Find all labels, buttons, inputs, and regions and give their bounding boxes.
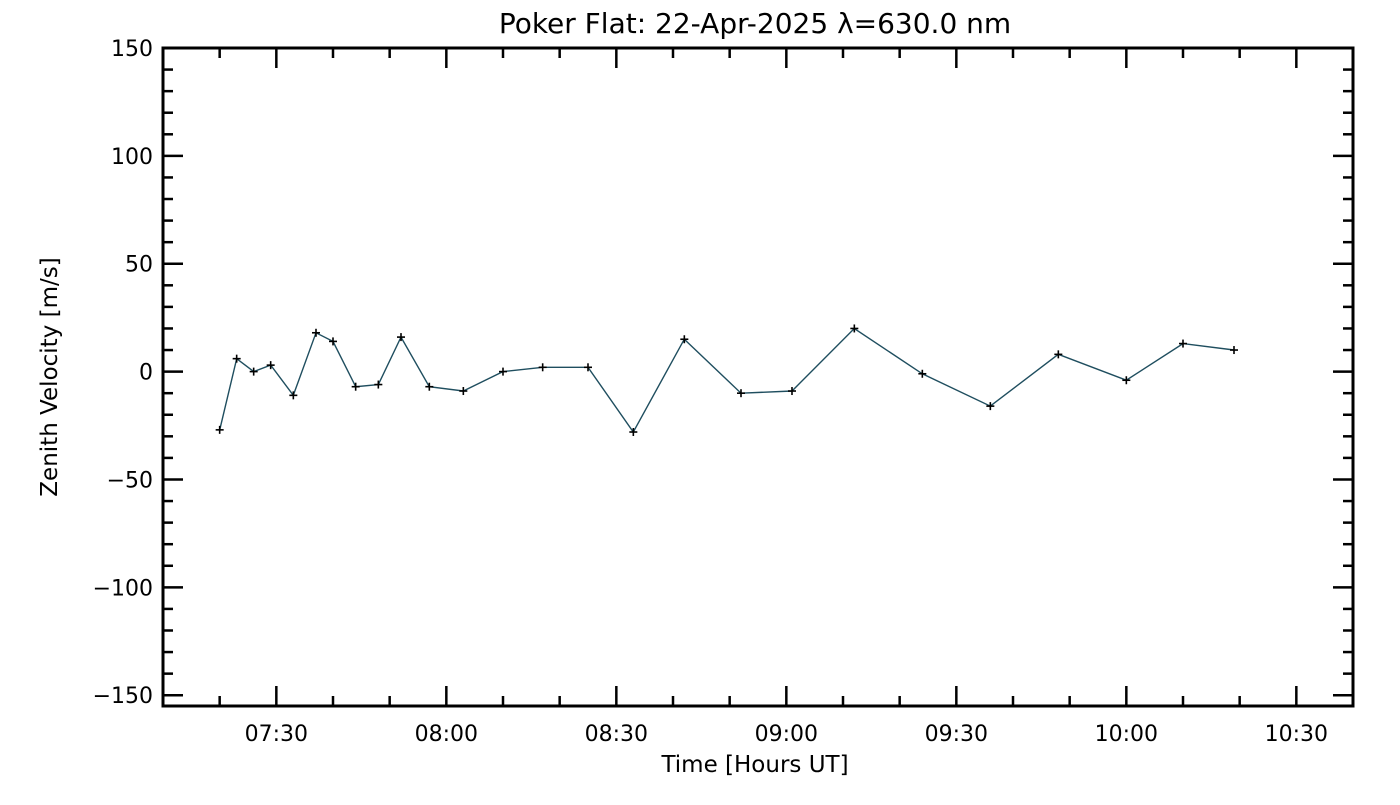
y-axis-label: Zenith Velocity [m/s] [37, 257, 63, 496]
data-point-marker [425, 382, 434, 391]
data-point-marker [459, 387, 468, 396]
data-point-marker [374, 380, 383, 389]
x-tick-label: 08:00 [415, 722, 478, 747]
data-point-marker [232, 354, 241, 363]
y-tick-label: 150 [111, 37, 153, 62]
data-point-marker [538, 363, 547, 372]
y-tick-label: 100 [111, 145, 153, 170]
data-point-marker [397, 333, 405, 342]
x-tick-label: 07:30 [245, 722, 308, 747]
chart-title: Poker Flat: 22-Apr-2025 λ=630.0 nm [499, 7, 1011, 40]
data-point-marker [1054, 350, 1063, 359]
y-tick-label: 50 [125, 253, 153, 278]
data-point-marker [1122, 376, 1131, 385]
x-tick-label: 10:30 [1265, 722, 1328, 747]
data-point-marker [249, 367, 258, 376]
data-point-marker [680, 335, 689, 344]
plot-frame [161, 46, 1355, 708]
x-tick-label: 09:00 [755, 722, 818, 747]
data-point-marker [215, 425, 224, 434]
data-point-marker [986, 402, 995, 411]
data-point-marker [312, 328, 320, 337]
data-point-marker [351, 382, 360, 391]
x-tick-label: 08:30 [585, 722, 648, 747]
data-point-marker [737, 389, 745, 398]
data-point-marker [918, 369, 927, 378]
x-axis-label: Time [Hours UT] [660, 752, 848, 778]
data-point-marker [329, 337, 337, 346]
series-line [219, 327, 1235, 434]
data-point-marker [850, 324, 859, 333]
data-point-marker [629, 428, 638, 437]
tick-labels-layer: 07:30 08:00 08:30 09:00 09:30 10:00 10:30 150 10… [93, 37, 1328, 747]
data-point-marker [788, 387, 796, 396]
y-tick-label: −100 [93, 576, 153, 601]
ticks-layer [161, 46, 1355, 706]
x-tick-label: 10:00 [1095, 722, 1158, 747]
data-point-marker [266, 361, 275, 370]
x-tick-label: 09:30 [925, 722, 988, 747]
y-tick-label: 0 [139, 361, 153, 386]
y-tick-label: −150 [93, 684, 153, 709]
series-layer [215, 324, 1238, 437]
data-point-marker [289, 391, 298, 400]
data-point-marker [499, 367, 507, 376]
data-point-marker [584, 363, 592, 372]
data-point-marker [1179, 339, 1187, 348]
data-point-marker [1230, 346, 1238, 355]
y-tick-label: −50 [107, 468, 153, 493]
